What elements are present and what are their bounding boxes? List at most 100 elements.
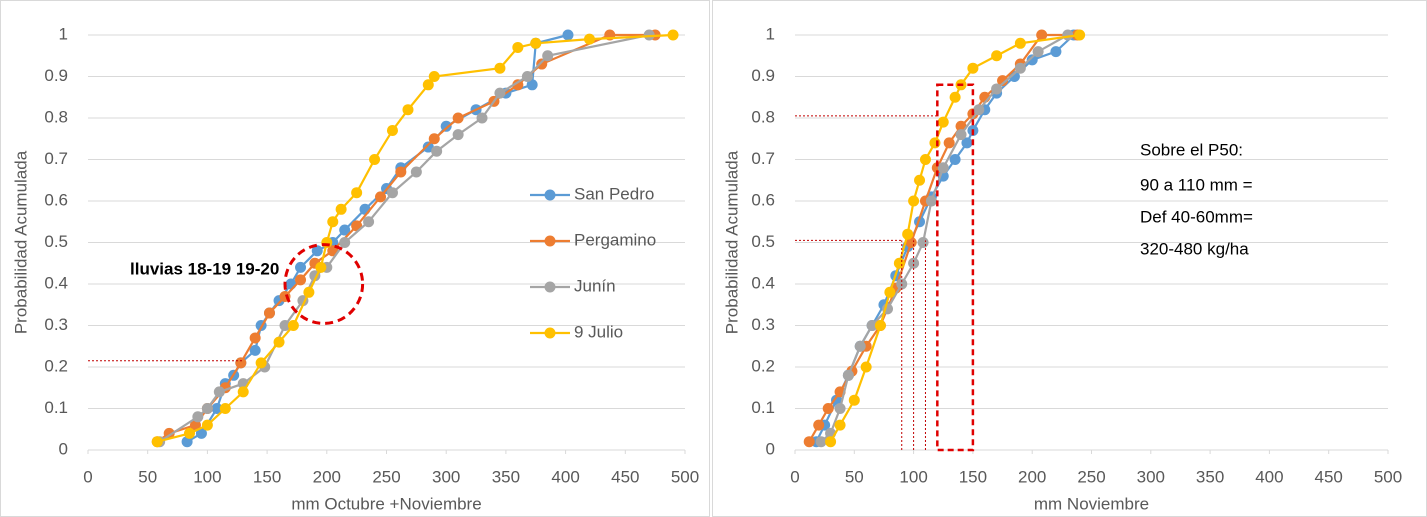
y-tick-label: 0.1 — [751, 398, 775, 417]
data-point — [195, 427, 207, 439]
data-point — [249, 332, 261, 344]
x-tick-label: 450 — [611, 467, 639, 486]
data-point — [866, 320, 878, 331]
data-point — [273, 336, 285, 348]
data-point — [813, 419, 825, 431]
data-point — [521, 71, 533, 82]
legend-label: Junín — [574, 276, 616, 295]
x-tick-label: 250 — [1077, 467, 1105, 486]
data-point — [526, 79, 538, 91]
data-point — [854, 340, 866, 352]
data-point — [395, 166, 407, 178]
data-point — [363, 216, 375, 228]
data-point — [339, 224, 351, 236]
data-point — [667, 29, 679, 41]
y-tick-label: 0.3 — [751, 315, 775, 334]
data-point — [991, 50, 1003, 62]
data-point — [311, 245, 323, 257]
data-point — [1074, 29, 1086, 41]
y-tick-label: 0.7 — [44, 149, 68, 168]
x-tick-label: 100 — [899, 467, 927, 486]
data-point — [815, 436, 827, 448]
y-tick-label: 0.7 — [751, 149, 775, 168]
data-point — [494, 87, 506, 99]
data-point — [219, 403, 231, 414]
data-point — [848, 394, 860, 406]
y-tick-label: 0.6 — [44, 190, 68, 209]
data-point — [860, 361, 872, 373]
x-tick-label: 0 — [790, 467, 799, 486]
data-point — [422, 79, 434, 91]
x-tick-label: 250 — [372, 467, 400, 486]
data-point — [929, 137, 941, 149]
data-point — [321, 237, 333, 248]
data-point — [1062, 29, 1074, 41]
data-point — [359, 203, 371, 215]
data-point — [476, 112, 488, 124]
data-point — [917, 237, 929, 248]
data-point — [842, 369, 854, 381]
data-point — [386, 187, 398, 199]
annotation: 320-480 kg/ha — [1140, 239, 1249, 258]
x-tick-label: 400 — [551, 467, 579, 486]
data-point — [530, 37, 542, 49]
annotation: Def 40-60mm= — [1140, 207, 1253, 226]
data-point — [1036, 29, 1048, 41]
data-point — [919, 154, 931, 165]
data-point — [183, 427, 195, 439]
data-point — [151, 436, 163, 448]
y-tick-label: 1 — [59, 24, 68, 43]
data-point — [536, 58, 548, 70]
data-point — [213, 386, 225, 398]
data-point — [295, 261, 307, 273]
y-tick-label: 0.3 — [44, 315, 68, 334]
x-tick-label: 50 — [845, 467, 864, 486]
data-point — [914, 174, 926, 186]
data-point — [1050, 46, 1062, 58]
data-point — [834, 419, 846, 431]
data-point — [831, 394, 843, 406]
data-point — [542, 50, 554, 62]
y-axis-title: Probabilidad Acumulada — [722, 150, 741, 334]
data-point — [937, 162, 949, 174]
data-point — [327, 216, 339, 228]
data-point — [255, 357, 267, 369]
data-point — [643, 29, 655, 41]
legend-label: San Pedro — [574, 184, 654, 203]
y-tick-label: 0.9 — [44, 66, 68, 85]
data-point — [235, 357, 247, 369]
data-point — [583, 33, 595, 45]
legend-marker — [544, 189, 556, 201]
x-tick-label: 400 — [1255, 467, 1283, 486]
legend-label: 9 Julio — [574, 322, 623, 341]
legend-label: Pergamino — [574, 230, 656, 249]
legend-marker — [544, 235, 556, 247]
y-tick-label: 0 — [59, 439, 68, 458]
data-point — [1014, 37, 1026, 49]
x-tick-label: 300 — [1137, 467, 1165, 486]
data-point — [249, 344, 261, 356]
data-point — [973, 104, 985, 116]
data-point — [902, 228, 914, 240]
data-point — [192, 411, 204, 423]
data-point — [431, 145, 443, 157]
chart-panel — [0, 0, 710, 517]
x-tick-label: 50 — [138, 467, 157, 486]
data-point — [825, 436, 837, 448]
data-point — [263, 307, 275, 319]
x-tick-label: 500 — [671, 467, 699, 486]
x-tick-label: 200 — [313, 467, 341, 486]
data-point — [410, 166, 422, 178]
x-tick-label: 350 — [1196, 467, 1224, 486]
y-tick-label: 0 — [766, 439, 775, 458]
data-point — [874, 320, 886, 331]
y-tick-label: 0.2 — [44, 356, 68, 375]
data-point — [237, 386, 249, 398]
data-point — [937, 116, 949, 128]
x-tick-label: 150 — [959, 467, 987, 486]
annotation: Sobre el P50: — [1140, 140, 1243, 159]
x-tick-label: 350 — [492, 467, 520, 486]
data-point — [279, 320, 291, 331]
data-point — [295, 274, 307, 286]
